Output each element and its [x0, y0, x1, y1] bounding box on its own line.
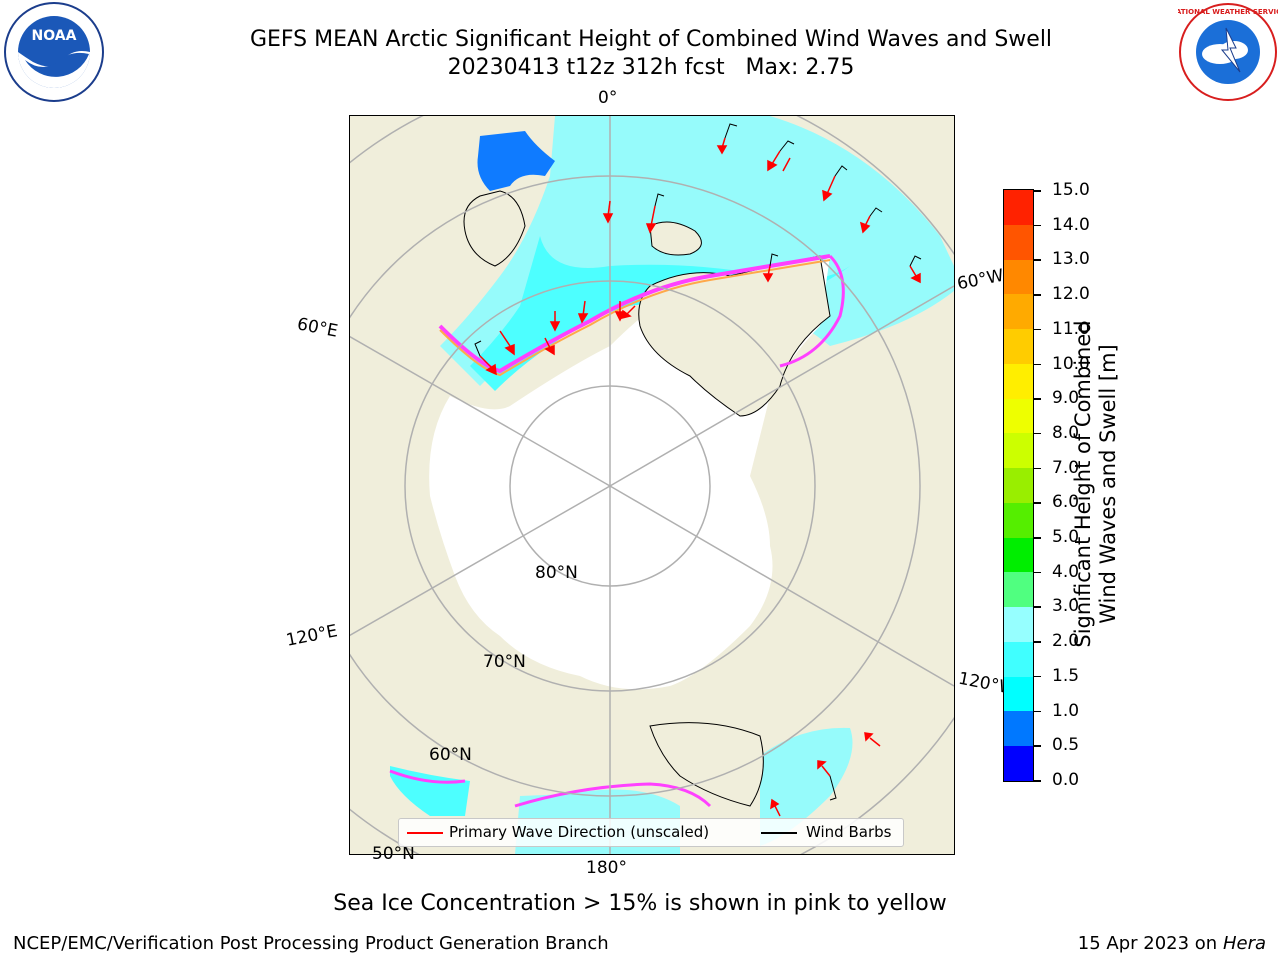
lat-label-70: 70°N — [483, 652, 526, 672]
nws-logo-text: NATIONAL WEATHER SERVICE — [1178, 8, 1278, 16]
noaa-logo: NOAA — [3, 2, 105, 102]
colorbar-tick — [1034, 571, 1041, 574]
colorbar-segment — [1004, 363, 1033, 399]
colorbar-tick — [1034, 675, 1041, 678]
bering-wave-area — [390, 766, 470, 816]
colorbar-segment — [1004, 502, 1033, 538]
colorbar-segment — [1004, 468, 1033, 503]
polar-map-svg — [350, 116, 954, 854]
baltic-wave-area — [477, 131, 555, 191]
colorbar-tick — [1034, 467, 1041, 470]
colorbar-tick — [1034, 363, 1041, 366]
colorbar-segment — [1004, 398, 1033, 434]
wind-barbs — [474, 123, 922, 801]
colorbar-tick — [1034, 537, 1041, 539]
legend-barbs-label: Wind Barbs — [806, 823, 892, 841]
lat-label-60: 60°N — [429, 745, 472, 765]
colorbar-tick — [1034, 502, 1041, 504]
map-graticule — [350, 116, 954, 854]
colorbar-tick-label: 9.0 — [1052, 388, 1080, 409]
colorbar-segment — [1004, 641, 1033, 677]
colorbar-segment — [1004, 572, 1033, 607]
colorbar-tick-label: 8.0 — [1052, 422, 1080, 443]
colorbar — [1003, 189, 1034, 782]
noaa-logo-text: NOAA — [32, 28, 77, 44]
chart-title: GEFS MEAN Arctic Significant Height of C… — [249, 27, 1053, 52]
colorbar-tick-label: 1.0 — [1052, 700, 1080, 721]
colorbar-segment — [1004, 433, 1033, 468]
colorbar-segment — [1004, 676, 1033, 712]
polar-map — [349, 115, 955, 855]
colorbar-segment — [1004, 329, 1033, 364]
lon-label-180: 180° — [586, 858, 627, 878]
lat-label-80: 80°N — [535, 563, 578, 583]
colorbar-tick-label: 7.0 — [1052, 457, 1080, 478]
colorbar-segment — [1004, 711, 1033, 746]
colorbar-tick — [1034, 398, 1041, 400]
wave-direction-arrows — [479, 137, 921, 817]
colorbar-segment — [1004, 746, 1033, 781]
colorbar-segment — [1004, 224, 1033, 260]
colorbar-tick-label: 12.0 — [1052, 284, 1090, 305]
colorbar-tick — [1034, 606, 1041, 608]
lat-label-50: 50°N — [372, 844, 415, 864]
colorbar-title-line1: Significant Height of Combined — [1071, 320, 1095, 648]
colorbar-tick-label: 4.0 — [1052, 561, 1080, 582]
colorbar-segment — [1004, 607, 1033, 642]
colorbar-tick-label: 2.0 — [1052, 631, 1080, 652]
colorbar-tick — [1034, 224, 1041, 227]
colorbar-tick-label: 10.0 — [1052, 353, 1090, 374]
alaska-land — [649, 722, 764, 807]
colorbar-tick — [1034, 745, 1041, 747]
lon-label-0: 0° — [598, 88, 618, 108]
colorbar-tick-label: 5.0 — [1052, 527, 1080, 548]
colorbar-segment — [1004, 259, 1033, 295]
map-legend: Primary Wave Direction (unscaled) Wind B… — [398, 818, 904, 847]
colorbar-tick — [1034, 294, 1041, 296]
colorbar-tick — [1034, 641, 1041, 643]
ice-edge-pacific — [514, 782, 712, 808]
footer-branch: NCEP/EMC/Verification Post Processing Pr… — [13, 933, 609, 954]
colorbar-tick — [1034, 190, 1041, 192]
colorbar-tick-label: 11.0 — [1052, 318, 1090, 339]
pacific-wave-area — [760, 727, 853, 846]
legend-primary-line — [407, 832, 443, 834]
lon-label-120e: 120°E — [284, 621, 340, 651]
sea-ice-note: Sea Ice Concentration > 15% is shown in … — [333, 891, 947, 916]
footer-machine: Hera — [1222, 933, 1266, 954]
scandinavia-land — [463, 190, 526, 267]
colorbar-segment — [1004, 294, 1033, 329]
colorbar-tick — [1034, 259, 1041, 261]
colorbar-tick-label: 0.5 — [1052, 735, 1080, 756]
lon-label-60w: 60°W — [955, 265, 1006, 295]
colorbar-tick — [1034, 780, 1041, 782]
colorbar-tick-label: 14.0 — [1052, 214, 1090, 235]
lon-label-60e: 60°E — [295, 314, 340, 342]
colorbar-title: Significant Height of Combined Wind Wave… — [1071, 184, 1121, 784]
footer-date-text: 15 Apr 2023 on — [1077, 933, 1223, 954]
svalbard-land — [649, 221, 702, 256]
legend-barbs-line — [761, 832, 797, 834]
nws-logo: NATIONAL WEATHER SERVICE — [1170, 2, 1280, 102]
colorbar-tick-label: 6.0 — [1052, 492, 1080, 513]
colorbar-tick — [1034, 328, 1041, 331]
colorbar-title-line2: Wind Waves and Swell [m] — [1096, 344, 1120, 624]
colorbar-segment — [1004, 537, 1033, 573]
colorbar-tick-label: 13.0 — [1052, 249, 1090, 270]
ice-edge-bering — [389, 769, 466, 784]
colorbar-tick — [1034, 710, 1041, 713]
colorbar-tick — [1034, 432, 1041, 435]
legend-primary-label: Primary Wave Direction (unscaled) — [449, 823, 710, 841]
chart-subtitle: 20230413 t12z 312h fcst Max: 2.75 — [447, 55, 855, 80]
footer-date: 15 Apr 2023 on Hera — [1078, 933, 1266, 954]
colorbar-tick-label: 15.0 — [1052, 180, 1090, 200]
colorbar-tick-label: 1.5 — [1052, 665, 1080, 686]
colorbar-tick-label: 0.0 — [1052, 770, 1080, 790]
colorbar-tick-label: 3.0 — [1052, 596, 1080, 617]
ice-edge-greenland — [779, 254, 845, 368]
colorbar-segment — [1004, 190, 1033, 225]
